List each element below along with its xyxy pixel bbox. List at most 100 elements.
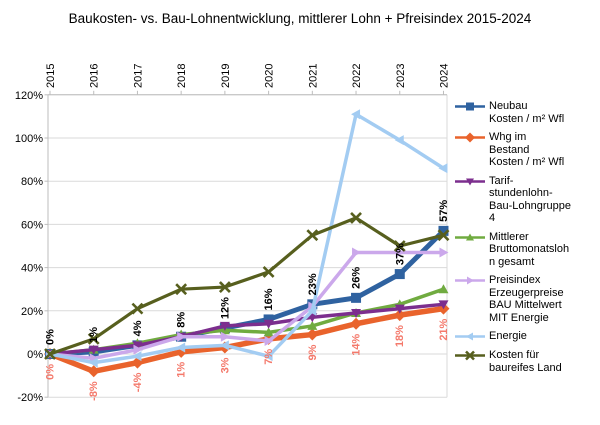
data-point-marker [263,314,274,325]
data-point-marker [175,283,188,296]
x-axis-label: 2015 [45,64,57,88]
x-axis-label: 2022 [351,64,363,88]
legend-label: Neubau Kosten / m² Wfl [489,100,565,125]
data-point-marker [44,348,56,360]
chart-legend: Neubau Kosten / m² Wfl Whg im Bestand Kosten… [455,100,597,374]
legend-marker-icon [455,350,485,361]
data-point-marker [393,309,406,322]
data-point-marker [438,163,448,174]
y-axis-label: 120% [15,90,43,102]
data-label: 7% [263,349,275,365]
data-label: 0% [45,329,57,345]
data-label: 57% [438,200,450,222]
legend-marker-icon [455,233,485,240]
x-axis-label: 2020 [264,64,276,88]
data-label: 9% [307,344,319,360]
data-label: 21% [438,318,450,340]
data-point-marker [467,276,474,285]
data-point-marker [264,336,274,347]
data-point-marker [133,344,143,355]
legend-item-3: Tarif-stundenlohn- Bau-Lohngruppe 4 [455,175,597,225]
legend-label: Mittlerer Bruttomonatsloh n gesamt [489,230,570,268]
series-line [47,305,447,375]
data-label: 16% [263,288,275,310]
x-axis-label: 2017 [132,64,144,88]
data-point-marker [306,229,319,242]
legend-label: Kosten für baureifes Land [489,349,562,374]
x-axis-label: 2024 [438,64,450,88]
data-point-marker [132,351,142,362]
data-point-marker [437,229,450,242]
chart-title: Baukosten- vs. Bau-Lohnentwicklung, mitt… [68,11,532,26]
data-point-marker [350,317,363,330]
data-point-marker [394,304,405,314]
data-point-marker [351,308,362,318]
data-point-marker [307,305,317,316]
data-label: 26% [351,267,363,289]
data-label: 23% [307,273,319,295]
x-axis-label: 2016 [89,64,101,88]
data-point-marker [87,365,100,378]
x-axis-label: 2018 [176,64,188,88]
legend-label: Tarif-stundenlohn- Bau-Lohngruppe 4 [489,174,571,225]
data-label: 1% [88,327,100,343]
data-point-marker [438,300,449,310]
data-point-marker [307,320,318,330]
data-point-marker [465,350,475,361]
data-label: 37% [394,243,406,265]
series-line [48,302,446,356]
legend-marker-icon [455,332,485,341]
data-point-marker [351,292,362,303]
data-point-marker [262,266,275,278]
data-point-marker [132,341,143,351]
data-point-marker [466,233,474,240]
data-label: -8% [88,381,100,401]
data-point-marker [263,351,273,362]
legend-marker-icon [455,102,485,111]
legend-item-6: Energie [455,330,597,343]
data-label: 1% [176,362,188,378]
data-point-marker [394,269,405,280]
data-point-marker [219,321,230,331]
y-axis-label: 80% [21,176,43,188]
legend-item-4: Mittlerer Bruttomonatsloh n gesamt [455,231,597,269]
data-point-marker [87,332,100,345]
data-point-marker [393,240,406,252]
data-point-marker [438,284,449,294]
x-axis-label: 2019 [220,64,232,88]
data-point-marker [394,135,404,146]
data-label: 3% [219,357,231,373]
data-point-marker [220,331,230,342]
data-label: 8% [176,312,188,328]
series-line [47,228,446,357]
series-line [48,216,446,356]
legend-marker-icon [455,178,485,185]
series-line [48,250,446,361]
y-axis-label: 60% [21,219,43,231]
data-point-marker [350,212,362,224]
legend-item-1: Neubau Kosten / m² Wfl [455,100,597,125]
legend-marker-icon [455,276,485,285]
y-axis-label: -20% [17,392,43,404]
data-point-marker [88,345,99,355]
x-axis-label: 2023 [395,64,407,88]
data-point-marker [219,340,229,351]
data-point-marker [466,102,474,111]
data-point-marker [438,225,449,236]
data-label: 12% [219,297,231,319]
data-point-marker [263,319,274,329]
y-axis-label: 20% [21,306,43,318]
data-label: 0% [45,364,57,380]
y-axis-label: 0% [27,349,43,361]
data-label: 14% [351,334,363,356]
data-point-marker [466,332,473,341]
data-point-marker [131,302,144,315]
data-point-marker [351,109,361,120]
x-axis-label: 2021 [307,64,319,88]
data-point-marker [306,328,319,341]
y-axis-label: 40% [21,263,43,275]
legend-label: Whg im Bestand Kosten / m² Wfl [489,131,565,168]
data-point-marker [352,247,362,258]
